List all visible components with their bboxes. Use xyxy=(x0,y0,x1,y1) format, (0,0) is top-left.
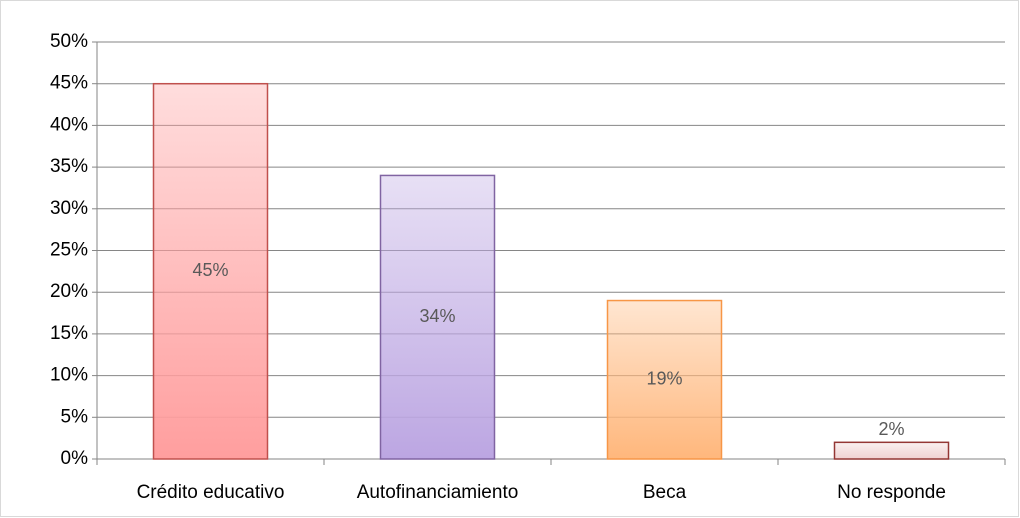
bar xyxy=(833,441,950,460)
y-tick-label: 50% xyxy=(50,31,88,52)
x-tick-label: Beca xyxy=(643,482,687,503)
bar xyxy=(606,299,723,460)
y-tick-label: 5% xyxy=(61,406,89,427)
x-tick-label: Crédito educativo xyxy=(137,482,285,503)
y-tick-label: 10% xyxy=(50,365,88,386)
data-label: 34% xyxy=(419,306,455,326)
y-tick-label: 35% xyxy=(50,156,88,177)
y-tick-label: 25% xyxy=(50,240,88,261)
data-label: 19% xyxy=(646,369,682,389)
y-tick-label: 20% xyxy=(50,281,88,302)
x-tick-label: No responde xyxy=(837,482,946,503)
y-tick-label: 45% xyxy=(50,73,88,94)
x-tick-label: Autofinanciamiento xyxy=(357,482,519,503)
data-label: 2% xyxy=(878,419,904,439)
y-tick-label: 0% xyxy=(61,448,89,469)
y-tick-label: 15% xyxy=(50,323,88,344)
bar xyxy=(152,82,269,460)
y-tick-label: 30% xyxy=(50,198,88,219)
y-tick-label: 40% xyxy=(50,114,88,135)
bar xyxy=(379,174,496,460)
data-label: 45% xyxy=(192,260,228,280)
